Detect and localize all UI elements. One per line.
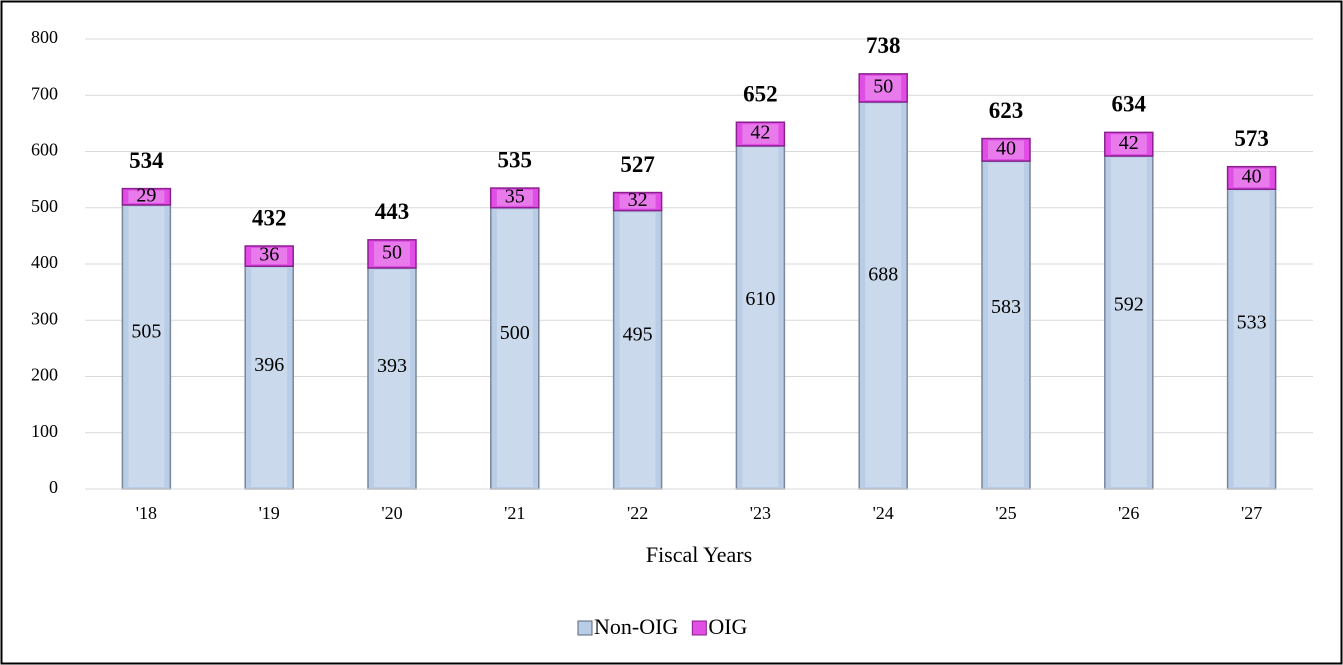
bar-segment xyxy=(367,239,417,269)
y-tick-label: 500 xyxy=(31,196,58,216)
total-label: 634 xyxy=(1112,92,1147,117)
bar-highlight xyxy=(1110,158,1147,487)
bar-segment xyxy=(981,160,1031,490)
segment-label: 42 xyxy=(1119,132,1139,154)
y-tick-label: 700 xyxy=(31,83,58,103)
bar-highlight xyxy=(988,163,1024,487)
bar-highlight xyxy=(742,124,779,144)
bar-highlight xyxy=(619,212,656,487)
total-label: 527 xyxy=(620,152,655,177)
x-axis-label: Fiscal Years xyxy=(646,542,752,567)
segment-label: 505 xyxy=(131,320,161,342)
x-tick-label: '26 xyxy=(1118,503,1139,523)
total-label: 443 xyxy=(375,199,410,224)
total-label: 623 xyxy=(989,98,1024,123)
segment-label: 40 xyxy=(1242,166,1262,188)
x-tick-label: '27 xyxy=(1241,503,1262,523)
bar-highlight xyxy=(865,75,902,100)
bar-highlight xyxy=(1233,168,1270,188)
segment-label: 50 xyxy=(873,76,893,98)
x-tick-label: '22 xyxy=(627,503,648,523)
x-tick-label: '24 xyxy=(873,503,894,523)
bar-segment xyxy=(858,73,908,103)
legend-swatch xyxy=(691,620,707,636)
y-tick-label: 600 xyxy=(31,140,58,160)
y-tick-label: 300 xyxy=(31,308,58,328)
bar-segment xyxy=(981,137,1031,162)
bar-highlight xyxy=(1110,134,1147,154)
x-tick-label: '18 xyxy=(136,503,157,523)
y-tick-label: 200 xyxy=(31,365,58,385)
total-label: 534 xyxy=(129,148,164,173)
total-label: 738 xyxy=(866,33,901,58)
y-tick-label: 100 xyxy=(31,421,58,441)
segment-label: 396 xyxy=(254,354,284,376)
total-label: 535 xyxy=(498,147,533,172)
bar-segment xyxy=(612,191,663,212)
legend-label: OIG xyxy=(708,614,747,639)
bar-highlight xyxy=(742,147,779,487)
bar-highlight xyxy=(865,104,902,487)
segment-label: 36 xyxy=(259,244,279,266)
segment-label: 583 xyxy=(991,296,1021,318)
bar-segment xyxy=(735,121,786,147)
bar-segment xyxy=(244,245,294,267)
segment-label: 40 xyxy=(996,137,1016,159)
bar-segment xyxy=(490,187,540,209)
legend-swatch xyxy=(577,620,593,636)
segment-label: 533 xyxy=(1237,312,1267,334)
bar-segment xyxy=(367,267,417,490)
segment-label: 495 xyxy=(623,323,653,345)
bar-segment xyxy=(1226,165,1277,190)
y-tick-label: 400 xyxy=(31,252,58,272)
legend-label: Non-OIG xyxy=(594,614,678,639)
bar-highlight xyxy=(496,209,533,487)
x-tick-label: '25 xyxy=(995,503,1016,523)
bar-highlight xyxy=(619,194,656,209)
bar-highlight xyxy=(1233,191,1270,487)
segment-label: 42 xyxy=(750,122,770,144)
x-tick-label: '23 xyxy=(750,503,771,523)
segment-label: 688 xyxy=(868,264,898,286)
total-label: 652 xyxy=(743,82,778,107)
bar-highlight xyxy=(128,206,165,487)
bar-highlight xyxy=(496,190,533,206)
bar-highlight xyxy=(374,241,410,266)
segment-label: 50 xyxy=(382,241,402,263)
x-tick-label: '19 xyxy=(259,503,280,523)
bar-highlight xyxy=(251,248,288,265)
bar-highlight xyxy=(988,140,1024,160)
segment-label: 610 xyxy=(745,288,775,310)
bar-segment xyxy=(121,187,172,206)
segment-label: 32 xyxy=(628,189,648,211)
y-tick-label: 800 xyxy=(31,27,58,47)
bar-segment xyxy=(1226,188,1277,490)
segment-label: 500 xyxy=(500,322,530,344)
x-tick-label: '20 xyxy=(381,503,402,523)
bar-segment xyxy=(858,101,908,490)
y-tick-label: 0 xyxy=(49,477,58,497)
segment-label: 592 xyxy=(1114,293,1144,315)
bar-highlight xyxy=(374,269,410,487)
segment-label: 29 xyxy=(136,184,156,206)
segment-label: 35 xyxy=(505,186,525,208)
total-label: 573 xyxy=(1234,126,1269,151)
segment-label: 393 xyxy=(377,355,407,377)
bar-segment xyxy=(1104,131,1154,157)
bar-highlight xyxy=(128,190,165,203)
x-tick-label: '21 xyxy=(504,503,525,523)
bar-highlight xyxy=(251,268,288,487)
total-label: 432 xyxy=(252,205,287,230)
